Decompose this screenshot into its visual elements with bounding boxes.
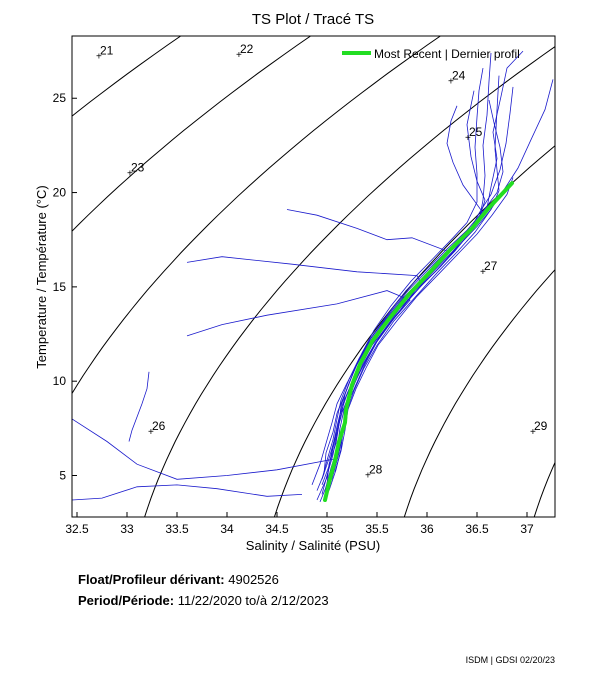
x-tick-label: 35.5 <box>365 522 389 536</box>
density-label: 25 <box>469 125 483 139</box>
y-tick-label: 15 <box>53 280 67 294</box>
density-tick-mark: + <box>480 267 486 278</box>
x-tick-label: 35 <box>320 522 334 536</box>
most-recent-series <box>323 181 514 502</box>
profile-line <box>321 100 504 480</box>
isopycnal-line <box>403 268 555 517</box>
isopycnal-line <box>72 36 312 232</box>
period-line: Period/Période: 11/22/2020 to/à 2/12/202… <box>78 593 329 608</box>
isopycnal-line <box>144 45 555 517</box>
x-tick-label: 34 <box>220 522 234 536</box>
density-label: 28 <box>369 463 383 477</box>
isopycnal-line <box>533 461 555 517</box>
axes: 32.5 33 33.5 34 34.5 35 35.5 36 36.5 37 5 10 15 20 25 <box>53 35 556 536</box>
density-tick-mark: + <box>465 133 471 144</box>
float-id-line: Float/Profileur dérivant: 4902526 <box>78 572 279 587</box>
y-axis-label: Temperature / Température (°C) <box>34 185 49 368</box>
density-label: 22 <box>240 42 254 56</box>
chart-title: TS Plot / Tracé TS <box>252 11 374 28</box>
y-tick-label: 25 <box>53 91 67 105</box>
profile-line <box>72 484 303 501</box>
x-tick-label: 37 <box>520 522 534 536</box>
density-tick-mark: + <box>365 471 371 482</box>
density-tick-mark: + <box>148 427 154 438</box>
profile-line <box>186 256 423 495</box>
legend: Most Recent | Dernier profil <box>342 47 520 61</box>
density-tick-mark: + <box>96 52 102 63</box>
profile-line <box>72 418 338 480</box>
profile-line <box>334 177 514 472</box>
profile-line <box>321 68 484 480</box>
isopycnal-line <box>273 145 555 517</box>
profile-line <box>331 52 492 480</box>
x-tick-label: 32.5 <box>65 522 89 536</box>
isopycnal-line <box>0 0 107 555</box>
footer-credit: ISDM | GDSI 02/20/23 <box>465 655 555 665</box>
density-label: 27 <box>484 259 498 273</box>
x-axis-label: Salinity / Salinité (PSU) <box>246 538 380 553</box>
profile-line <box>324 105 483 491</box>
float-label: Float/Profileur dérivant: <box>78 572 225 587</box>
x-tick-label: 33.5 <box>165 522 189 536</box>
period-label: Period/Période: <box>78 593 175 608</box>
x-tick-label: 34.5 <box>265 522 289 536</box>
y-tick-label: 20 <box>53 186 67 200</box>
isopycnal-line <box>72 36 182 117</box>
period-value: 11/22/2020 to/à 2/12/2023 <box>177 593 329 608</box>
density-label: 23 <box>131 161 145 175</box>
profile-line <box>128 371 150 442</box>
y-tick-label: 5 <box>59 469 66 483</box>
density-labels: +21 +22+23+24+25+26+27+28+29 <box>96 42 548 482</box>
x-tick-label: 36 <box>420 522 434 536</box>
density-tick-mark: + <box>448 76 454 87</box>
density-label: 24 <box>452 68 466 82</box>
isopycnal-line <box>72 36 442 395</box>
density-tick-mark: + <box>236 50 242 61</box>
density-label: 29 <box>534 419 548 433</box>
isopycnal-lines <box>0 0 555 555</box>
x-tick-label: 36.5 <box>465 522 489 536</box>
most-recent-line <box>323 181 514 502</box>
float-value: 4902526 <box>228 572 279 587</box>
density-tick-mark: + <box>127 169 133 180</box>
x-tick-label: 33 <box>120 522 134 536</box>
legend-label: Most Recent | Dernier profil <box>374 47 520 61</box>
density-tick-mark: + <box>530 427 536 438</box>
y-tick-label: 10 <box>53 374 67 388</box>
density-label: 21 <box>100 44 114 58</box>
plot-frame <box>71 35 556 518</box>
profile-line <box>286 209 448 486</box>
density-label: 26 <box>152 419 166 433</box>
